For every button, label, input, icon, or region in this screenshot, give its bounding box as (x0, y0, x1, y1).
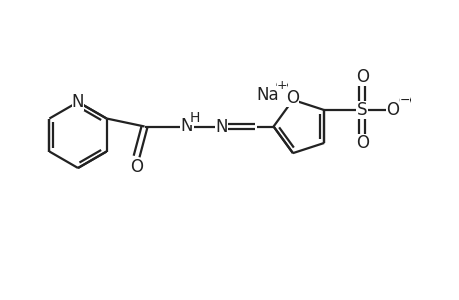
Text: +: + (276, 79, 287, 92)
Text: S: S (356, 101, 367, 119)
Text: O: O (355, 134, 368, 152)
Text: N: N (180, 116, 192, 134)
Text: O: O (130, 158, 143, 175)
Text: N: N (215, 118, 227, 136)
Text: Na: Na (256, 86, 279, 104)
Text: O: O (286, 89, 299, 107)
Text: −: − (399, 94, 409, 106)
Text: H: H (189, 110, 199, 124)
Text: O: O (355, 68, 368, 86)
Text: O: O (385, 101, 398, 119)
Text: N: N (72, 93, 84, 111)
